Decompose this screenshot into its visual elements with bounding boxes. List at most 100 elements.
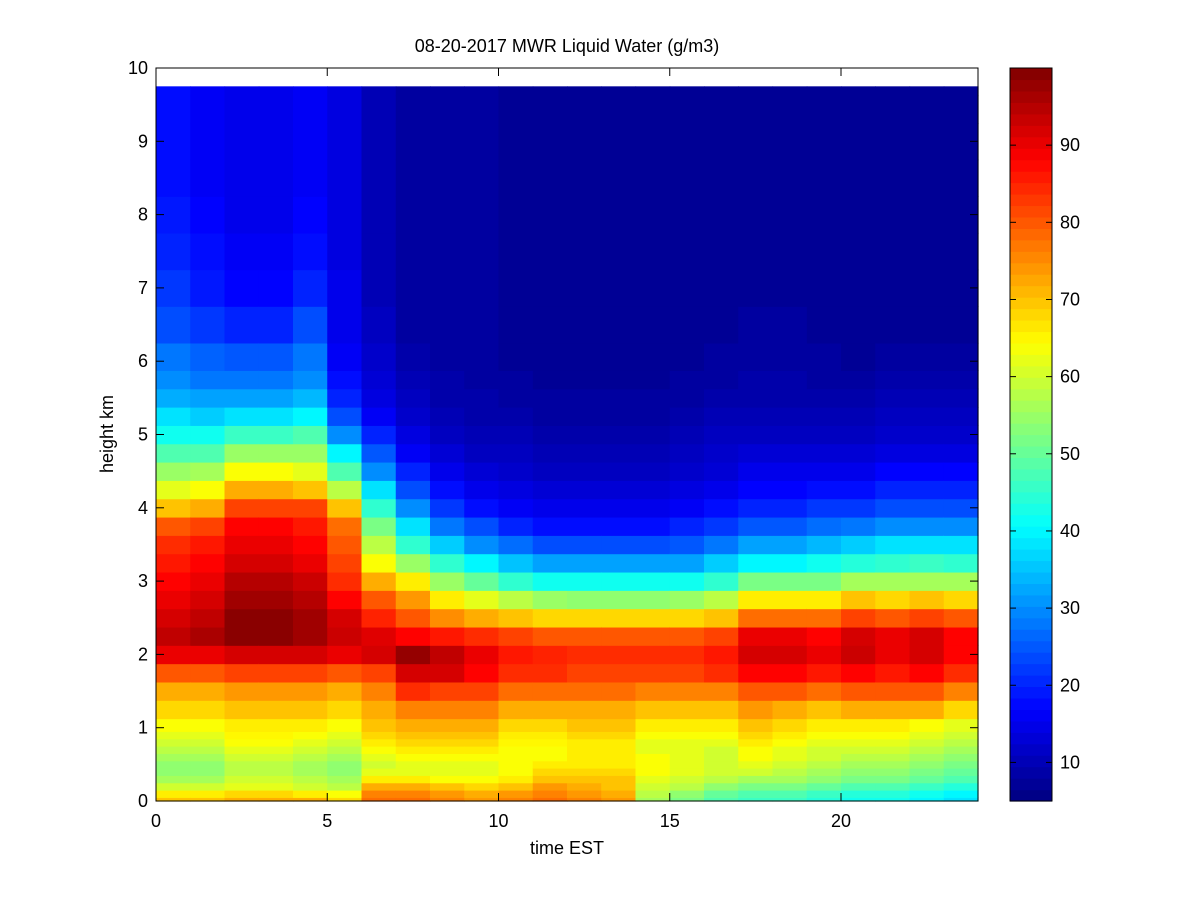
heatmap-cell bbox=[875, 753, 911, 762]
heatmap-cell bbox=[704, 306, 739, 344]
heatmap-cell bbox=[601, 196, 637, 234]
heatmap-cell bbox=[156, 700, 191, 720]
heatmap-cell bbox=[635, 269, 671, 307]
heatmap-cell bbox=[601, 571, 637, 591]
heatmap-cell bbox=[841, 535, 876, 555]
heatmap-cell bbox=[224, 480, 260, 500]
heatmap-cell bbox=[909, 480, 945, 500]
heatmap-cell bbox=[704, 535, 739, 555]
heatmap-cell bbox=[395, 571, 431, 591]
heatmap-cell bbox=[293, 760, 328, 769]
heatmap-cell bbox=[909, 746, 945, 754]
heatmap-cell bbox=[224, 608, 260, 628]
y-tick-label: 2 bbox=[138, 644, 148, 664]
chart-title: 08-20-2017 MWR Liquid Water (g/m3) bbox=[415, 36, 719, 56]
heatmap-cell bbox=[156, 306, 191, 344]
heatmap-cell bbox=[498, 443, 534, 463]
heatmap-cell bbox=[806, 516, 842, 536]
heatmap-cell bbox=[327, 608, 363, 628]
heatmap-cell bbox=[738, 797, 774, 802]
heatmap-cell bbox=[190, 535, 226, 555]
heatmap-cell bbox=[293, 738, 328, 747]
heatmap-cell bbox=[704, 590, 739, 610]
heatmap-cell bbox=[875, 232, 911, 271]
heatmap-cell bbox=[498, 516, 534, 536]
heatmap-cell bbox=[156, 553, 191, 573]
heatmap-cell bbox=[669, 731, 705, 740]
heatmap-cell bbox=[361, 663, 397, 683]
heatmap-cell bbox=[704, 370, 739, 390]
heatmap-cell bbox=[258, 425, 294, 445]
heatmap-cell bbox=[669, 718, 705, 732]
heatmap-cell bbox=[567, 425, 602, 445]
heatmap-cell bbox=[190, 782, 226, 791]
heatmap-cell bbox=[567, 626, 602, 646]
heatmap-cell bbox=[841, 760, 876, 769]
heatmap-cell bbox=[156, 590, 191, 610]
heatmap-cell bbox=[327, 232, 363, 271]
heatmap-cell bbox=[258, 782, 294, 791]
heatmap-cell bbox=[567, 553, 602, 573]
heatmap-cell bbox=[841, 388, 876, 408]
heatmap-cell bbox=[635, 731, 671, 740]
heatmap-cell bbox=[841, 608, 876, 628]
y-tick-label: 8 bbox=[138, 205, 148, 225]
colorbar-swatch bbox=[1010, 193, 1052, 207]
heatmap-cell bbox=[395, 768, 431, 776]
heatmap-cell bbox=[738, 443, 774, 463]
heatmap-cell bbox=[943, 746, 979, 754]
heatmap-cell bbox=[567, 232, 602, 271]
heatmap-cell bbox=[567, 645, 602, 665]
heatmap-cell bbox=[224, 753, 260, 762]
heatmap-cell bbox=[156, 645, 191, 665]
heatmap-cell bbox=[464, 342, 500, 371]
heatmap-cell bbox=[909, 681, 945, 701]
heatmap-cell bbox=[532, 753, 568, 762]
heatmap-cell bbox=[258, 159, 294, 197]
heatmap-cell bbox=[567, 269, 602, 307]
colorbar-tick-label: 30 bbox=[1060, 598, 1080, 618]
heatmap-cell bbox=[430, 571, 465, 591]
heatmap-cell bbox=[601, 480, 637, 500]
heatmap-cell bbox=[532, 775, 568, 784]
heatmap-cell bbox=[327, 590, 363, 610]
heatmap-cell bbox=[738, 760, 774, 769]
heatmap-cell bbox=[190, 590, 226, 610]
heatmap-cell bbox=[772, 608, 808, 628]
heatmap-cell bbox=[704, 797, 739, 802]
heatmap-cell bbox=[498, 122, 534, 161]
heatmap-cell bbox=[395, 342, 431, 371]
heatmap-cell bbox=[190, 775, 226, 784]
heatmap-cell bbox=[704, 86, 739, 97]
heatmap-cell bbox=[156, 746, 191, 754]
colorbar-tick-label: 20 bbox=[1060, 675, 1080, 695]
heatmap-cell bbox=[909, 718, 945, 732]
heatmap-cell bbox=[772, 443, 808, 463]
heatmap-cell bbox=[772, 645, 808, 665]
heatmap-cell bbox=[601, 790, 637, 798]
heatmap-cell bbox=[361, 159, 397, 197]
colorbar-swatch bbox=[1010, 113, 1052, 126]
heatmap-cell bbox=[738, 645, 774, 665]
heatmap-cell bbox=[361, 790, 397, 798]
heatmap-cell bbox=[361, 718, 397, 732]
heatmap-cell bbox=[704, 516, 739, 536]
heatmap-cell bbox=[395, 753, 431, 762]
heatmap-cell bbox=[156, 480, 191, 500]
heatmap-cell bbox=[943, 731, 979, 740]
heatmap-cell bbox=[293, 700, 328, 720]
heatmap-cell bbox=[635, 95, 671, 124]
heatmap-cell bbox=[532, 663, 568, 683]
heatmap-cell bbox=[464, 306, 500, 344]
heatmap-cell bbox=[430, 516, 465, 536]
heatmap-cell bbox=[567, 516, 602, 536]
colorbar-swatch bbox=[1010, 445, 1052, 458]
heatmap-cell bbox=[567, 498, 602, 518]
heatmap-cell bbox=[806, 232, 842, 271]
heatmap-cell bbox=[567, 797, 602, 802]
heatmap-cell bbox=[875, 663, 911, 683]
heatmap-cell bbox=[669, 461, 705, 481]
heatmap-cell bbox=[327, 782, 363, 791]
heatmap-cell bbox=[498, 731, 534, 740]
heatmap-cell bbox=[156, 407, 191, 426]
